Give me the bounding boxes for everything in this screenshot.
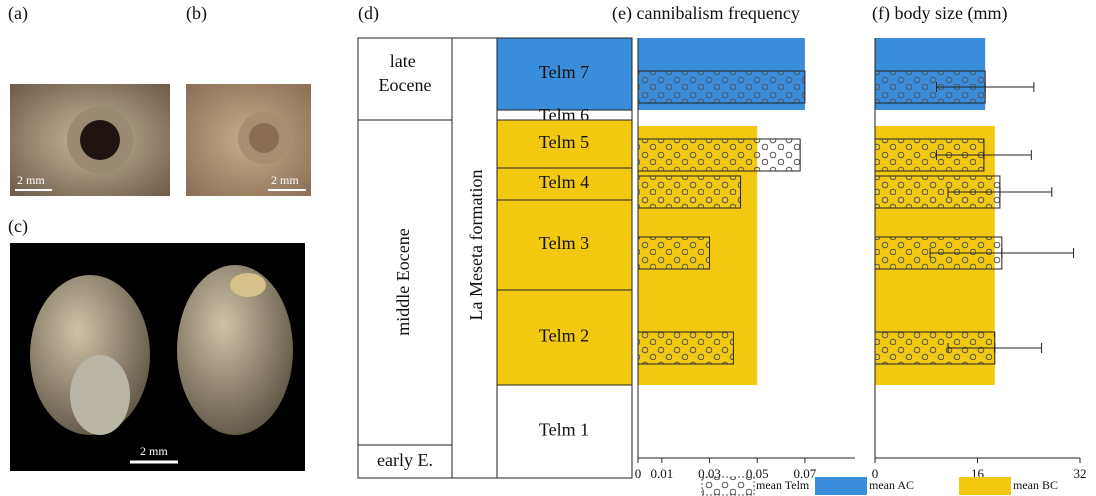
- telm-bar: [638, 332, 733, 364]
- scale-text: 2 mm: [140, 444, 168, 458]
- legend-label: mean Telm: [756, 478, 810, 492]
- unit-label: Telm 2: [539, 326, 589, 346]
- unit-label: Telm 7: [539, 62, 589, 82]
- figure: (a) 2 mm (b) 2 mm (c) 2 mm (d) Telm 7 Tel…: [0, 0, 1096, 496]
- telm-bar: [638, 71, 805, 103]
- x-tick-label: 0: [635, 466, 642, 481]
- legend-swatch: [815, 477, 867, 495]
- scale-text: 2 mm: [271, 173, 299, 187]
- bore-hole: [80, 120, 120, 160]
- panel-label: (c): [8, 216, 28, 237]
- legend-label: mean BC: [1013, 478, 1058, 492]
- x-tick-label: 32: [1074, 466, 1087, 481]
- panel-label: (b): [186, 3, 207, 24]
- telm-bar: [638, 237, 710, 269]
- chart-title: (e) cannibalism frequency: [612, 3, 800, 24]
- unit-label: Telm 3: [539, 233, 589, 253]
- shell-aperture: [70, 355, 130, 435]
- x-tick-label: 0.01: [650, 466, 673, 481]
- epoch-label: early E.: [377, 450, 433, 470]
- panel-label: (d): [358, 3, 379, 24]
- unit-label: Telm 4: [539, 172, 589, 192]
- bore-hole: [249, 123, 279, 153]
- unit-label: Telm 1: [539, 420, 589, 440]
- legend-swatch: [959, 477, 1011, 495]
- chart-title: (f) body size (mm): [872, 3, 1007, 24]
- telm-bar: [638, 176, 741, 208]
- formation-label: La Meseta formation: [466, 170, 486, 321]
- panel-label: (a): [8, 3, 28, 24]
- legend-label: mean AC: [869, 478, 914, 492]
- legend-swatch: [702, 477, 754, 495]
- unit-label: Telm 5: [539, 132, 589, 152]
- epoch-label: middle Eocene: [393, 228, 413, 335]
- shell-apex: [230, 273, 266, 297]
- scale-text: 2 mm: [17, 173, 45, 187]
- telm-bar: [638, 139, 800, 171]
